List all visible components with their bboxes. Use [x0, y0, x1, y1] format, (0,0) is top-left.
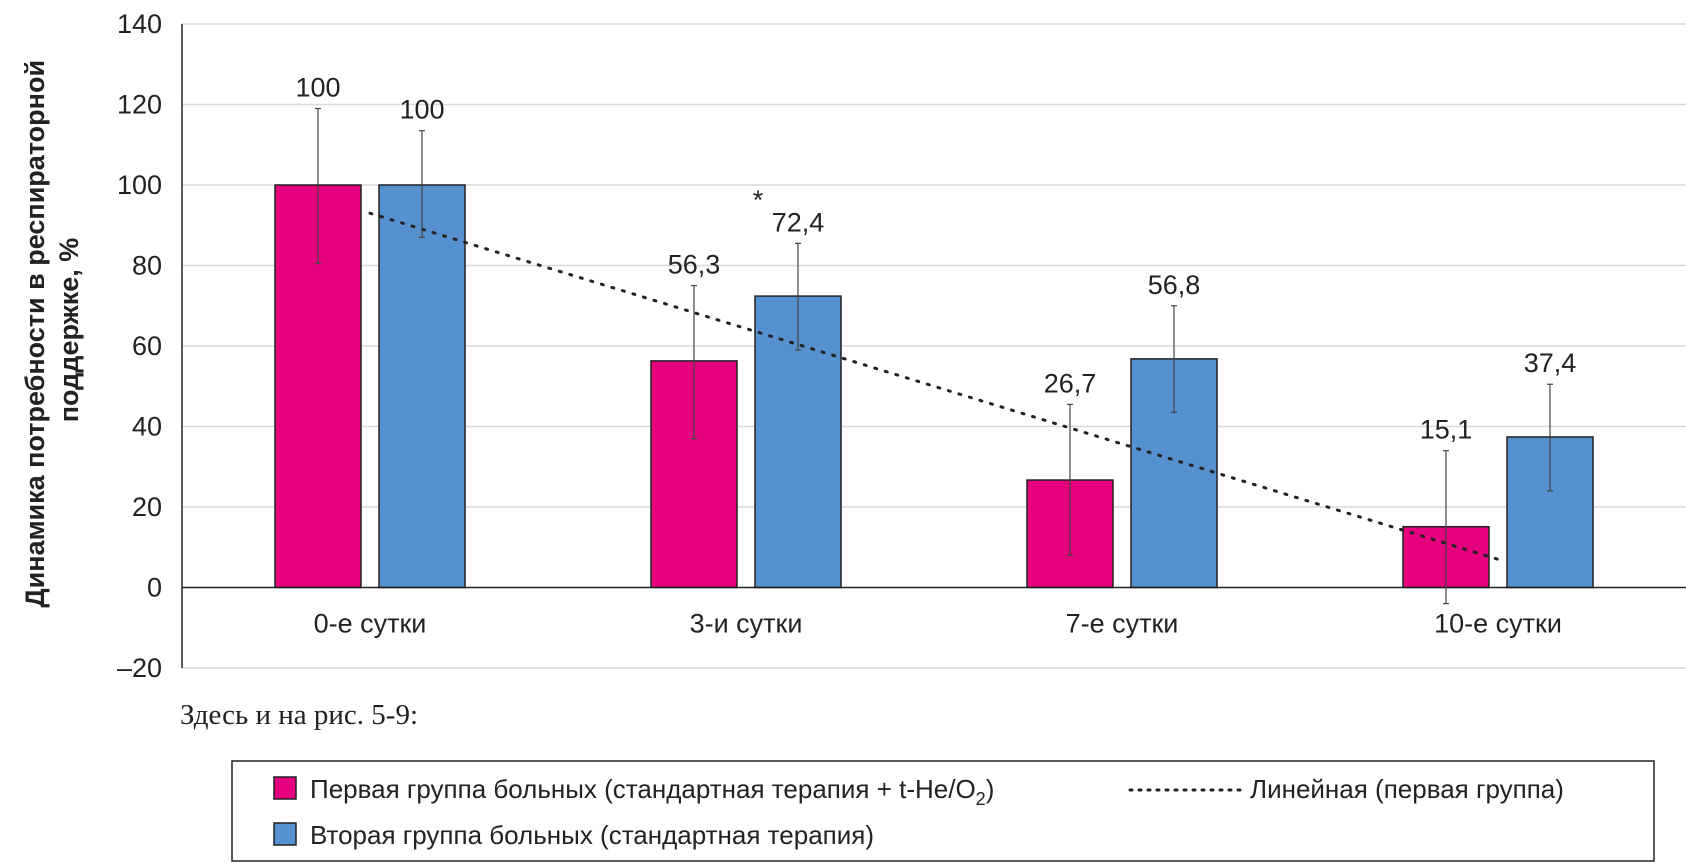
figure-note: Здесь и на рис. 5-9: — [180, 699, 418, 731]
category-label: 10-е сутки — [1434, 609, 1562, 639]
data-label: 37,4 — [1524, 348, 1577, 378]
legend-label-series-2: Вторая группа больных (стандартная терап… — [310, 820, 874, 850]
data-label: 15,1 — [1420, 415, 1473, 445]
data-label: 56,8 — [1148, 270, 1201, 300]
trendline-first-group — [368, 211, 1500, 561]
category-label: 3-и сутки — [690, 609, 803, 639]
y-tick-label: 140 — [117, 9, 162, 39]
trendline — [368, 211, 1500, 561]
y-tick-label: 80 — [132, 251, 162, 281]
y-tick-label: 20 — [132, 492, 162, 522]
data-label: 56,3 — [668, 250, 721, 280]
error-bars — [315, 107, 1553, 605]
y-tick-label: 40 — [132, 412, 162, 442]
y-axis-title: Динамика потребности в респираторной под… — [20, 52, 84, 607]
y-tick-label: 120 — [117, 90, 162, 120]
legend-box — [231, 760, 1655, 862]
axes: –20 0 20 40 60 80 100 120 140 0-е сутки 3-и сутки 7… — [117, 9, 1686, 683]
data-label: 26,7 — [1044, 368, 1097, 398]
category-label: 7-е сутки — [1066, 609, 1179, 639]
bar-series-2 — [378, 184, 466, 589]
data-label: 100 — [295, 73, 340, 103]
y-tick-label: 0 — [147, 573, 162, 603]
data-label: 100 — [399, 95, 444, 125]
legend-label-series-1: Первая группа больных (стандартная терап… — [310, 774, 994, 809]
category-label: 0-е сутки — [314, 609, 427, 639]
legend-swatch-series-2 — [273, 822, 297, 846]
y-tick-label: –20 — [117, 653, 162, 683]
significance-annotation: * — [753, 185, 764, 215]
legend: Первая группа больных (стандартная терап… — [231, 760, 1655, 862]
y-tick-label: 60 — [132, 331, 162, 361]
y-tick-label: 100 — [117, 170, 162, 200]
legend-swatch-series-1 — [273, 776, 297, 800]
legend-label-trendline: Линейная (первая группа) — [1250, 774, 1564, 804]
data-labels: 100 56,3 26,7 15,1 100 72,4 56,8 37,4 * — [295, 73, 1576, 445]
data-label: 72,4 — [772, 207, 825, 237]
